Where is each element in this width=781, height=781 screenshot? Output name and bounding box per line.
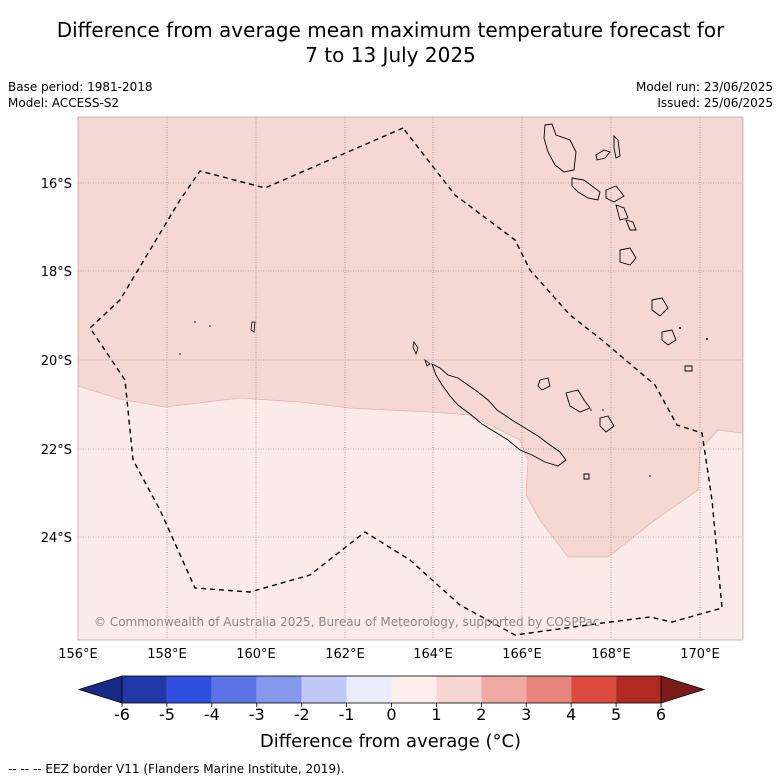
issued-date: Issued: 25/06/2025 bbox=[657, 96, 773, 110]
efate-island bbox=[619, 247, 637, 266]
colorbar-tick-label: 0 bbox=[386, 705, 396, 724]
colorbar-segment bbox=[211, 676, 257, 703]
malekula-island bbox=[571, 177, 601, 201]
ambae-island bbox=[595, 149, 611, 161]
tiga-island bbox=[599, 415, 615, 433]
copyright-text: © Commonwealth of Australia 2025, Bureau… bbox=[94, 615, 599, 629]
lon-tick-label: 156°E bbox=[58, 647, 98, 662]
lat-tick-label: 18°S bbox=[41, 265, 72, 280]
reef-dot bbox=[209, 325, 211, 327]
colorbar-segment bbox=[346, 676, 392, 703]
reef-dot bbox=[194, 321, 196, 323]
reef-dot bbox=[679, 327, 681, 329]
shepherd-islands bbox=[625, 219, 637, 231]
lon-tick-label: 168°E bbox=[591, 647, 631, 662]
colorbar-label: Difference from average (°C) bbox=[259, 731, 522, 752]
lat-tick-label: 16°S bbox=[41, 177, 72, 192]
lon-tick-label: 166°E bbox=[502, 647, 542, 662]
lon-tick-labels: 156°E 158°E 160°E 162°E 164°E 166°E 168°… bbox=[58, 647, 720, 662]
lat-tick-label: 20°S bbox=[41, 354, 72, 369]
colorbar-tick-label: -2 bbox=[294, 705, 310, 724]
aneityum-island bbox=[684, 365, 693, 372]
isle-of-pines bbox=[583, 473, 590, 480]
map-frame bbox=[77, 116, 744, 641]
colorbar-tick-label: -5 bbox=[159, 705, 175, 724]
lon-tick-label: 158°E bbox=[147, 647, 187, 662]
chesterfield-reef bbox=[250, 321, 256, 333]
lon-tick-label: 170°E bbox=[680, 647, 720, 662]
model-run: Model run: 23/06/2025 bbox=[635, 80, 773, 94]
colorbar-tick-label: -6 bbox=[114, 705, 130, 724]
title-line-1: Difference from average mean maximum tem… bbox=[56, 18, 725, 42]
colorbar-segment bbox=[481, 676, 527, 703]
eez-footnote: -- -- -- EEZ border V11 (Flanders Marine… bbox=[8, 762, 345, 776]
lon-tick-label: 162°E bbox=[325, 647, 365, 662]
lat-tick-label: 22°S bbox=[41, 443, 72, 458]
colorbar-tick-label: 2 bbox=[476, 705, 486, 724]
model-name: Model: ACCESS-S2 bbox=[8, 96, 120, 110]
contour-line bbox=[78, 385, 743, 558]
lon-tick-label: 160°E bbox=[236, 647, 276, 662]
colorbar-over-arrow bbox=[660, 675, 706, 704]
epi-island bbox=[615, 204, 629, 221]
colorbar-tick-label: -4 bbox=[204, 705, 220, 724]
region-1-to-2 bbox=[78, 117, 743, 557]
espiritu-santo-island bbox=[543, 123, 577, 173]
colorbar-tick-label: 6 bbox=[656, 705, 666, 724]
new-caledonia-island bbox=[431, 363, 567, 467]
colorbar-segment bbox=[526, 676, 572, 703]
colorbar-segment bbox=[616, 676, 661, 703]
chart-title: Difference from average mean maximum tem… bbox=[0, 18, 781, 68]
island-outline bbox=[424, 358, 431, 367]
colorbar-tick-label: 4 bbox=[566, 705, 576, 724]
lon-tick-label: 164°E bbox=[413, 647, 453, 662]
colorbar-segment bbox=[391, 676, 437, 703]
reef-dot bbox=[179, 353, 181, 355]
base-period: Base period: 1981-2018 bbox=[8, 80, 153, 94]
meta-right: Model run: 23/06/2025 Issued: 25/06/2025 bbox=[636, 79, 773, 111]
colorbar-tick-label: -1 bbox=[339, 705, 355, 724]
mare-island bbox=[565, 389, 591, 413]
lat-tick-labels: 16°S 18°S 20°S 22°S 24°S bbox=[41, 177, 72, 546]
colorbar-tick-label: 3 bbox=[521, 705, 531, 724]
colorbar-segment bbox=[166, 676, 212, 703]
colorbar-segment bbox=[256, 676, 302, 703]
island-outline bbox=[412, 340, 419, 356]
reef-dot bbox=[649, 475, 651, 477]
colorbar-segment bbox=[301, 676, 347, 703]
colorbar-under-arrow bbox=[77, 675, 123, 704]
reef-dot bbox=[590, 409, 592, 411]
colorbar-tick-label: 5 bbox=[611, 705, 621, 724]
meta-left: Base period: 1981-2018 Model: ACCESS-S2 bbox=[8, 79, 153, 111]
colorbar-segment bbox=[436, 676, 482, 703]
colorbar-tick-label: 1 bbox=[431, 705, 441, 724]
ambrym-island bbox=[605, 185, 625, 203]
tanna-island bbox=[661, 329, 677, 346]
title-line-2: 7 to 13 July 2025 bbox=[305, 43, 476, 67]
lifou-island bbox=[537, 377, 551, 391]
colorbar-segment bbox=[571, 676, 617, 703]
maewo-island bbox=[613, 134, 621, 159]
gridlines bbox=[78, 117, 743, 640]
colorbar-tick-label: -3 bbox=[249, 705, 265, 724]
reef-dot bbox=[706, 338, 708, 340]
reef-dot bbox=[602, 409, 604, 411]
colorbar-segment bbox=[122, 676, 167, 703]
erromango-island bbox=[651, 297, 669, 317]
lat-tick-label: 24°S bbox=[41, 531, 72, 546]
